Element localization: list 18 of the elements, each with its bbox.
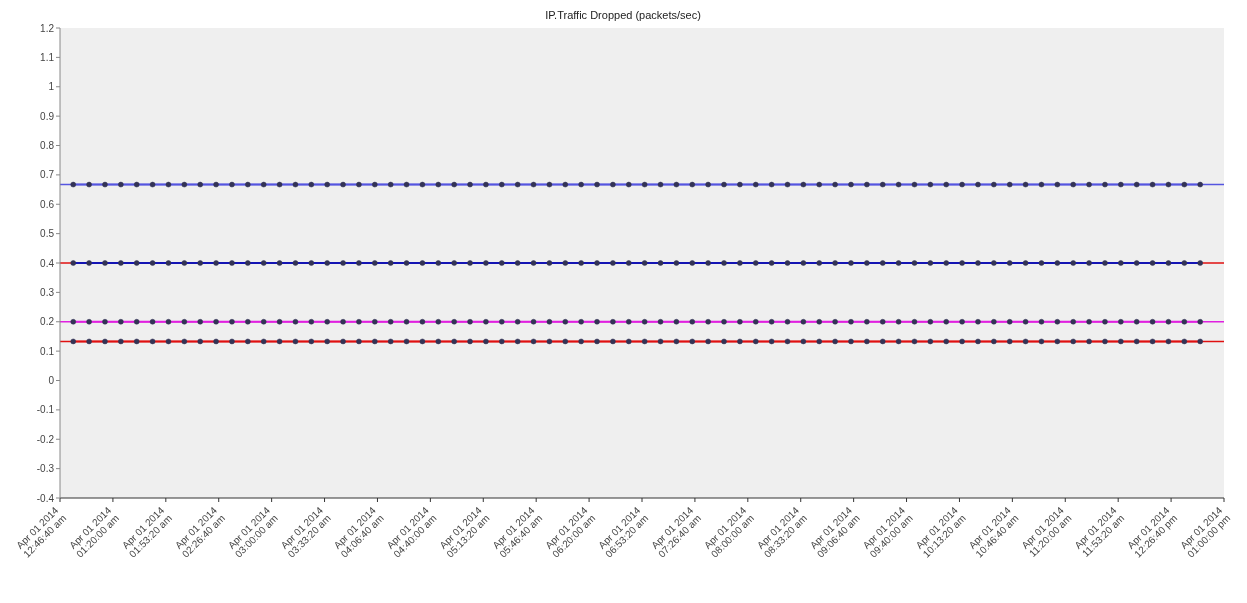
y-tick-label: 0.1 — [40, 345, 55, 357]
y-tick-label: 0.9 — [40, 110, 55, 122]
y-tick-label: 1 — [48, 81, 55, 93]
y-tick-label: 1.2 — [40, 22, 55, 34]
y-tick-label: 1.1 — [40, 51, 55, 63]
y-tick-label: 0.4 — [40, 257, 55, 269]
y-tick-label: -0.4 — [36, 492, 55, 504]
y-tick-label: 0.7 — [40, 169, 55, 181]
y-tick-label: 0.5 — [40, 228, 55, 240]
y-tick-label: -0.3 — [36, 463, 55, 475]
y-tick-label: -0.2 — [36, 433, 55, 445]
y-tick-label: 0.6 — [40, 198, 55, 210]
y-tick-label: 0.8 — [40, 140, 55, 152]
chart-title: IP.Traffic Dropped (packets/sec) — [544, 8, 702, 22]
y-tick-label: 0 — [48, 375, 55, 387]
y-tick-label: 0.3 — [40, 286, 55, 298]
y-tick-label: -0.1 — [36, 404, 55, 416]
y-tick-label: 0.2 — [40, 316, 55, 328]
